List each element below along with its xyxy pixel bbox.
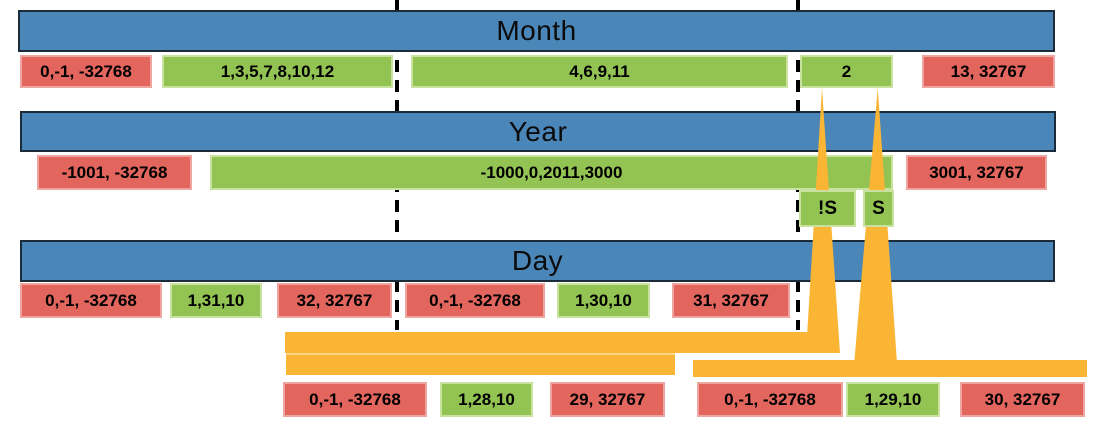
year-bar: Year <box>20 111 1056 152</box>
day-partition-valid-31: 1,31,10 <box>170 283 262 318</box>
day-partition-invalid-low-30: 0,-1, -32768 <box>405 283 545 318</box>
feb-non-leap-invalid-low: 0,-1, -32768 <box>283 382 427 417</box>
feb-non-leap-invalid-high: 29, 32767 <box>550 382 665 417</box>
month-partition-30-day-months: 4,6,9,11 <box>411 55 788 88</box>
connector-band-non-leap-upper <box>285 332 838 353</box>
year-bar-title: Year <box>508 115 568 147</box>
year-partition-invalid-low: -1001, -32768 <box>37 155 192 190</box>
day-partition-valid-30: 1,30,10 <box>557 283 650 318</box>
non-leap-year-flag: !S <box>799 190 856 227</box>
feb-leap-invalid-high: 30, 32767 <box>960 382 1085 417</box>
month-partition-february: 2 <box>800 55 893 88</box>
connector-band-non-leap-lower <box>286 353 675 375</box>
feb-non-leap-valid: 1,28,10 <box>440 382 533 417</box>
year-partition-invalid-high: 3001, 32767 <box>906 155 1047 190</box>
month-bar-title: Month <box>496 15 577 46</box>
month-partition-31-day-months: 1,3,5,7,8,10,12 <box>162 55 393 88</box>
month-partition-invalid-low: 0,-1, -32768 <box>20 55 152 88</box>
feb-leap-invalid-low: 0,-1, -32768 <box>697 382 843 417</box>
day-partition-invalid-low-31: 0,-1, -32768 <box>20 283 162 318</box>
day-partition-invalid-high-31: 32, 32767 <box>277 283 392 318</box>
year-partition-valid: -1000,0,2011,3000 <box>210 155 893 190</box>
day-bar-title: Day <box>511 245 564 276</box>
feb-leap-valid: 1,29,10 <box>846 382 940 417</box>
connector-band-leap <box>693 360 1087 377</box>
day-bar: Day <box>20 240 1055 282</box>
leap-year-flag: S <box>863 190 894 227</box>
day-partition-invalid-high-30: 31, 32767 <box>672 283 790 318</box>
month-bar: Month <box>18 10 1055 52</box>
month-partition-invalid-high: 13, 32767 <box>922 55 1055 88</box>
